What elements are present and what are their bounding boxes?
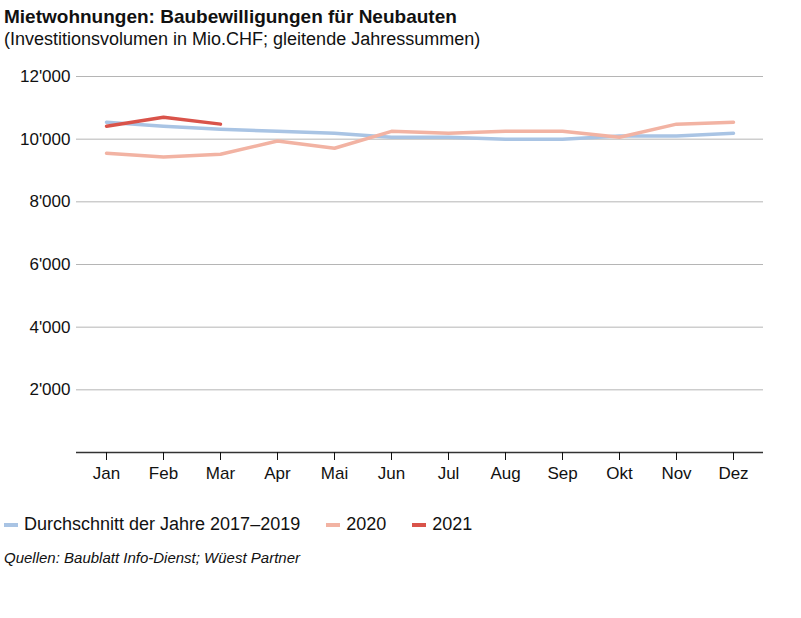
svg-text:Aug: Aug	[490, 464, 520, 483]
html-text:Durchschnitt der Jahre 2017–20: Durchschnitt der Jahre 2017–2019	[24, 514, 301, 534]
svg-text:10'000: 10'000	[20, 130, 71, 149]
html-text:Quellen: Baublatt Info-Dienst;: Quellen: Baublatt Info-Dienst; Wüest Par…	[4, 549, 300, 566]
svg-text:Okt: Okt	[606, 464, 633, 483]
svg-text:Apr: Apr	[264, 464, 291, 483]
svg-text:Jan: Jan	[93, 464, 120, 483]
svg-text:2'000: 2'000	[29, 380, 70, 399]
html-text:2021: 2021	[432, 514, 473, 534]
svg-text:Nov: Nov	[661, 464, 692, 483]
svg-text:Mai: Mai	[321, 464, 348, 483]
svg-text:Mar: Mar	[206, 464, 236, 483]
svg-text:8'000: 8'000	[29, 192, 70, 211]
svg-text:Feb: Feb	[149, 464, 178, 483]
svg-text:6'000: 6'000	[29, 255, 70, 274]
svg-text:Jul: Jul	[438, 464, 460, 483]
svg-text:12'000: 12'000	[20, 67, 71, 86]
html-text:Mietwohnungen: Baubewilligunge: Mietwohnungen: Baubewilligungen für Neub…	[4, 6, 457, 27]
svg-text:Dez: Dez	[718, 464, 748, 483]
svg-text:4'000: 4'000	[29, 318, 70, 337]
html-text:(Investitionsvolumen in Mio.CH: (Investitionsvolumen in Mio.CHF; gleiten…	[4, 29, 481, 49]
svg-text:Jun: Jun	[378, 464, 405, 483]
html-text:2020: 2020	[346, 514, 387, 534]
svg-text:Sep: Sep	[547, 464, 577, 483]
